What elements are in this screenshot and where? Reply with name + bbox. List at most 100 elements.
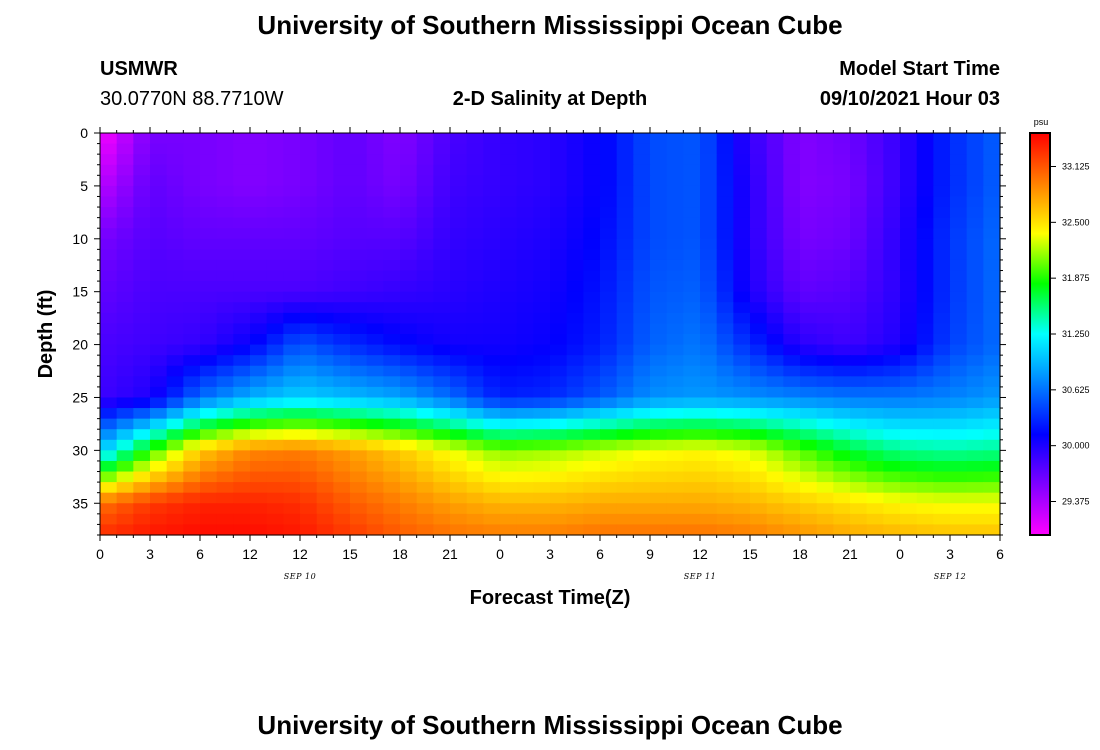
heatmap-cell <box>766 291 784 303</box>
heatmap-cell <box>616 175 634 187</box>
heatmap-cell <box>333 344 351 356</box>
heatmap-cell <box>950 323 968 335</box>
heatmap-cell <box>433 207 451 219</box>
heatmap-cell <box>933 154 951 166</box>
heatmap-cell <box>300 386 318 399</box>
heatmap-cell <box>900 397 918 409</box>
heatmap-cell <box>833 323 851 335</box>
heatmap-cell <box>600 408 618 420</box>
heatmap-cell <box>550 164 568 176</box>
heatmap-cell <box>183 471 201 483</box>
heatmap-cell <box>116 249 134 261</box>
heatmap-cell <box>766 524 784 536</box>
heatmap-cell <box>316 460 334 473</box>
heatmap-cell <box>333 185 351 198</box>
heatmap-cell <box>266 312 284 325</box>
heatmap-cell <box>516 228 534 240</box>
heatmap-cell <box>833 312 851 325</box>
heatmap-cell <box>833 386 851 399</box>
heatmap-cell <box>300 503 318 515</box>
heatmap-cell <box>466 439 484 451</box>
heatmap-cell <box>666 270 684 282</box>
heatmap-cell <box>300 207 318 219</box>
heatmap-cell <box>200 207 218 219</box>
heatmap-cell <box>500 524 518 536</box>
heatmap-cell <box>466 270 484 282</box>
heatmap-cell <box>316 249 334 261</box>
heatmap-cell <box>633 154 651 166</box>
heatmap-cell <box>583 196 601 208</box>
heatmap-cell <box>433 164 451 176</box>
heatmap-cell <box>950 439 968 451</box>
heatmap-cell <box>400 355 418 367</box>
heatmap-cell <box>266 397 284 409</box>
heatmap-cell <box>433 291 451 303</box>
heatmap-cell <box>650 429 668 441</box>
heatmap-cell <box>516 175 534 187</box>
heatmap-cell <box>416 460 434 473</box>
heatmap-cell <box>750 164 768 176</box>
heatmap-cell <box>533 386 551 399</box>
heatmap-cell <box>766 386 784 399</box>
heatmap-cell <box>583 323 601 335</box>
heatmap-cell <box>500 133 518 145</box>
heatmap-cell <box>666 386 684 399</box>
heatmap-cell <box>300 439 318 451</box>
heatmap-cell <box>416 334 434 346</box>
heatmap-cell <box>833 249 851 261</box>
heatmap-cell <box>366 323 384 335</box>
x-tick-label: 12 <box>242 546 258 562</box>
x-tick-label: 18 <box>392 546 408 562</box>
heatmap-cell <box>233 524 251 536</box>
heatmap-cell <box>283 323 301 335</box>
heatmap-cell <box>966 259 984 272</box>
heatmap-cell <box>200 238 218 250</box>
heatmap-cell <box>366 185 384 198</box>
heatmap-cell <box>866 355 884 367</box>
heatmap-cell <box>266 281 284 293</box>
heatmap-cell <box>233 429 251 441</box>
heatmap-cell <box>450 249 468 261</box>
heatmap-cell <box>566 460 584 473</box>
heatmap-cell <box>750 312 768 325</box>
heatmap-cell <box>433 196 451 208</box>
heatmap-cell <box>600 133 618 145</box>
heatmap-cell <box>516 450 534 462</box>
heatmap-cell <box>750 397 768 409</box>
heatmap-cell <box>400 196 418 208</box>
heatmap-cell <box>566 228 584 240</box>
heatmap-cell <box>966 524 984 536</box>
heatmap-cell <box>200 302 218 314</box>
heatmap-cell <box>733 386 751 399</box>
heatmap-cell <box>333 386 351 399</box>
heatmap-cell <box>966 482 984 494</box>
heatmap-cell <box>433 439 451 451</box>
heatmap-cell <box>133 513 151 526</box>
heatmap-cell <box>900 154 918 166</box>
heatmap-cell <box>516 482 534 494</box>
heatmap-cell <box>900 513 918 526</box>
heatmap-cell <box>783 249 801 261</box>
heatmap-cell <box>950 217 968 229</box>
heatmap-cell <box>366 334 384 346</box>
heatmap-cell <box>316 439 334 451</box>
heatmap-cell <box>833 344 851 356</box>
heatmap-cell <box>883 291 901 303</box>
heatmap-cell <box>200 355 218 367</box>
heatmap-cell <box>116 513 134 526</box>
heatmap-cell <box>583 207 601 219</box>
heatmap-cell <box>150 164 168 176</box>
heatmap-cell <box>666 249 684 261</box>
heatmap-cell <box>216 291 234 303</box>
heatmap-cell <box>916 259 934 272</box>
heatmap-cell <box>600 196 618 208</box>
heatmap-cell <box>150 302 168 314</box>
heatmap-cell <box>583 312 601 325</box>
heatmap-cell <box>600 302 618 314</box>
heatmap-cell <box>950 270 968 282</box>
heatmap-cell <box>616 291 634 303</box>
heatmap-cell <box>683 238 701 250</box>
heatmap-cell <box>833 281 851 293</box>
heatmap-cell <box>450 270 468 282</box>
heatmap-cell <box>750 355 768 367</box>
